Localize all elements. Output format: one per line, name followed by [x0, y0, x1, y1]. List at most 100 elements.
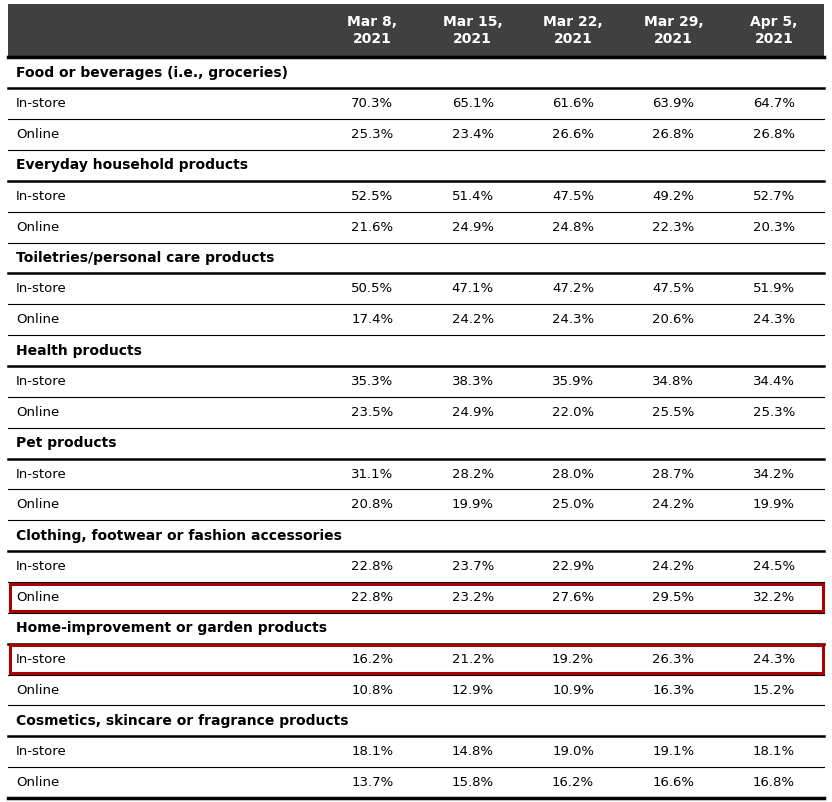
Text: 24.9%: 24.9% [452, 221, 493, 233]
Text: 35.9%: 35.9% [552, 375, 594, 388]
Text: 19.9%: 19.9% [753, 498, 795, 512]
Text: Online: Online [16, 314, 59, 326]
Text: 63.9%: 63.9% [652, 97, 695, 110]
Text: Online: Online [16, 498, 59, 512]
Text: In-store: In-store [16, 468, 67, 480]
Text: 70.3%: 70.3% [351, 97, 394, 110]
Text: 16.2%: 16.2% [552, 776, 594, 789]
Text: 35.3%: 35.3% [351, 375, 394, 388]
Text: 47.2%: 47.2% [552, 282, 594, 295]
Text: In-store: In-store [16, 375, 67, 388]
Text: 51.9%: 51.9% [753, 282, 795, 295]
Text: 26.8%: 26.8% [753, 128, 795, 141]
Text: 26.6%: 26.6% [552, 128, 594, 141]
Text: 18.1%: 18.1% [351, 745, 394, 758]
Text: Health products: Health products [16, 343, 142, 358]
Text: 25.5%: 25.5% [652, 406, 695, 419]
Text: 17.4%: 17.4% [351, 314, 394, 326]
Text: 23.7%: 23.7% [452, 560, 494, 573]
Text: 22.0%: 22.0% [552, 406, 594, 419]
Text: Online: Online [16, 591, 59, 604]
Text: 65.1%: 65.1% [452, 97, 493, 110]
Text: 19.0%: 19.0% [552, 745, 594, 758]
Text: 12.9%: 12.9% [452, 683, 493, 696]
Text: In-store: In-store [16, 653, 67, 666]
Text: 15.2%: 15.2% [753, 683, 795, 696]
Text: 28.2%: 28.2% [452, 468, 493, 480]
Text: 50.5%: 50.5% [351, 282, 394, 295]
Text: 16.8%: 16.8% [753, 776, 795, 789]
Text: 47.1%: 47.1% [452, 282, 493, 295]
Text: 28.0%: 28.0% [552, 468, 594, 480]
Text: Online: Online [16, 406, 59, 419]
Text: 24.5%: 24.5% [753, 560, 795, 573]
Text: Mar 15,
2021: Mar 15, 2021 [443, 15, 503, 47]
Text: 24.2%: 24.2% [452, 314, 493, 326]
Text: 52.7%: 52.7% [753, 190, 795, 203]
Text: 19.9%: 19.9% [452, 498, 493, 512]
Text: 16.3%: 16.3% [652, 683, 695, 696]
Text: In-store: In-store [16, 282, 67, 295]
Text: Apr 5,
2021: Apr 5, 2021 [750, 15, 798, 47]
Text: Online: Online [16, 221, 59, 233]
Text: In-store: In-store [16, 97, 67, 110]
Text: 26.8%: 26.8% [652, 128, 695, 141]
Text: 16.6%: 16.6% [652, 776, 695, 789]
Text: 19.2%: 19.2% [552, 653, 594, 666]
Text: 24.3%: 24.3% [753, 653, 795, 666]
Text: 25.3%: 25.3% [753, 406, 795, 419]
Text: In-store: In-store [16, 560, 67, 573]
Text: Everyday household products: Everyday household products [16, 159, 248, 172]
Text: 15.8%: 15.8% [452, 776, 493, 789]
Text: 25.0%: 25.0% [552, 498, 594, 512]
Bar [8, 4, 824, 58]
Text: 18.1%: 18.1% [753, 745, 795, 758]
Text: 22.8%: 22.8% [351, 591, 394, 604]
Text: 20.6%: 20.6% [652, 314, 695, 326]
Text: 32.2%: 32.2% [753, 591, 795, 604]
Text: 64.7%: 64.7% [753, 97, 795, 110]
Text: 24.3%: 24.3% [753, 314, 795, 326]
Text: 21.6%: 21.6% [351, 221, 394, 233]
Text: 20.8%: 20.8% [351, 498, 394, 512]
Text: Mar 29,
2021: Mar 29, 2021 [644, 15, 703, 47]
Text: 28.7%: 28.7% [652, 468, 695, 480]
Text: 24.9%: 24.9% [452, 406, 493, 419]
Text: 24.3%: 24.3% [552, 314, 594, 326]
Text: In-store: In-store [16, 190, 67, 203]
Text: 47.5%: 47.5% [552, 190, 594, 203]
Bar [9, 646, 823, 673]
Text: Mar 8,
2021: Mar 8, 2021 [347, 15, 398, 47]
Text: 24.8%: 24.8% [552, 221, 594, 233]
Text: Food or beverages (i.e., groceries): Food or beverages (i.e., groceries) [16, 66, 288, 80]
Text: 10.8%: 10.8% [351, 683, 394, 696]
Text: Toiletries/personal care products: Toiletries/personal care products [16, 251, 275, 265]
Text: Pet products: Pet products [16, 436, 116, 450]
Text: Mar 22,
2021: Mar 22, 2021 [543, 15, 603, 47]
Text: 10.9%: 10.9% [552, 683, 594, 696]
Text: 24.2%: 24.2% [652, 498, 695, 512]
Text: 61.6%: 61.6% [552, 97, 594, 110]
Text: 51.4%: 51.4% [452, 190, 493, 203]
Text: 13.7%: 13.7% [351, 776, 394, 789]
Text: 19.1%: 19.1% [652, 745, 695, 758]
Text: 22.8%: 22.8% [351, 560, 394, 573]
Text: 22.3%: 22.3% [652, 221, 695, 233]
Text: 23.5%: 23.5% [351, 406, 394, 419]
Text: Home-improvement or garden products: Home-improvement or garden products [16, 622, 327, 635]
Text: 22.9%: 22.9% [552, 560, 594, 573]
Text: 34.4%: 34.4% [753, 375, 795, 388]
Text: 27.6%: 27.6% [552, 591, 594, 604]
Text: 20.3%: 20.3% [753, 221, 795, 233]
Bar [9, 584, 823, 611]
Text: 34.8%: 34.8% [652, 375, 695, 388]
Text: Online: Online [16, 128, 59, 141]
Text: 21.2%: 21.2% [452, 653, 494, 666]
Text: 14.8%: 14.8% [452, 745, 493, 758]
Text: 29.5%: 29.5% [652, 591, 695, 604]
Text: 47.5%: 47.5% [652, 282, 695, 295]
Text: 23.4%: 23.4% [452, 128, 493, 141]
Text: Clothing, footwear or fashion accessories: Clothing, footwear or fashion accessorie… [16, 529, 342, 543]
Text: 25.3%: 25.3% [351, 128, 394, 141]
Text: Cosmetics, skincare or fragrance products: Cosmetics, skincare or fragrance product… [16, 714, 349, 728]
